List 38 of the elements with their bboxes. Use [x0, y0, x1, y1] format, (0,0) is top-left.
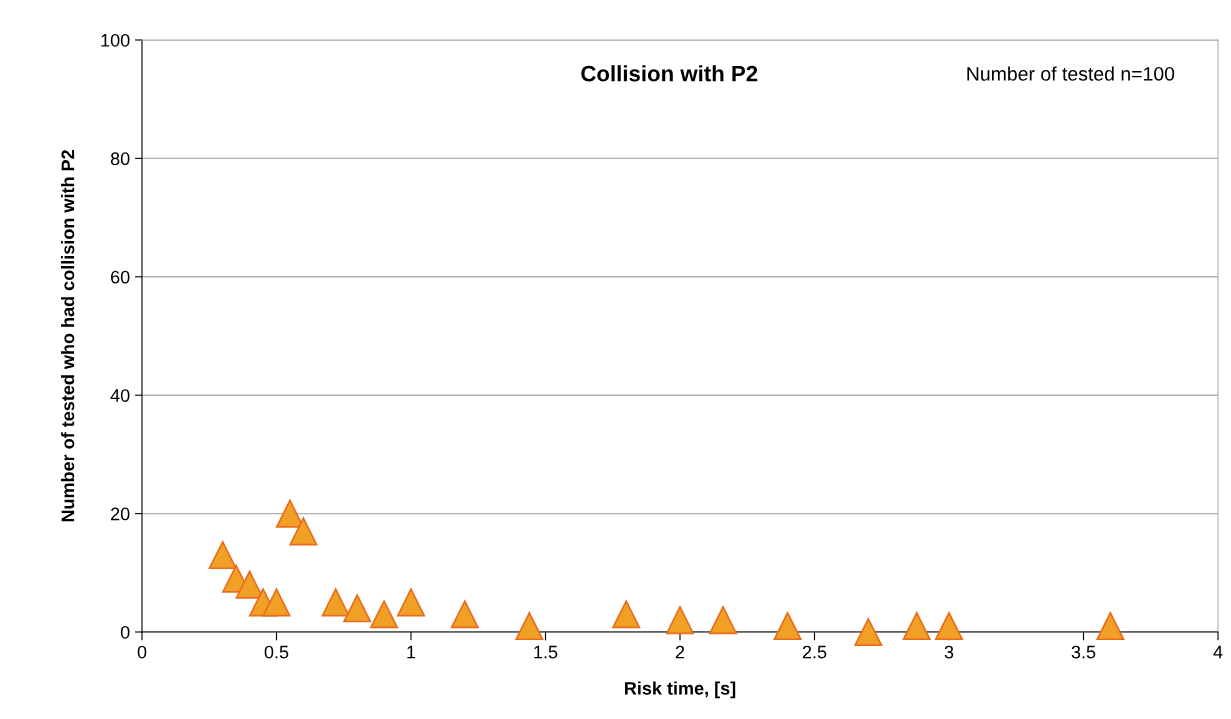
x-tick-label: 3.5 [1071, 645, 1096, 659]
point [235, 570, 264, 599]
x-tick-label: 4 [1213, 645, 1223, 659]
x-axis-title: Risk time, [s] [625, 681, 736, 699]
x-tick-label: 2.5 [802, 645, 827, 659]
y-tick-label: 40 [110, 389, 130, 402]
point [321, 588, 350, 617]
point [275, 499, 304, 528]
y-tick-label: 100 [101, 33, 130, 47]
x-tick-label: 1 [407, 645, 416, 659]
text: Collision with P2 [581, 65, 758, 82]
point [665, 606, 695, 635]
point [934, 612, 964, 641]
point [396, 588, 426, 617]
point [370, 600, 399, 629]
point [902, 612, 931, 641]
point [343, 594, 372, 623]
point [709, 606, 738, 635]
point [450, 600, 479, 629]
x-tick-label: 0.5 [264, 645, 289, 659]
point [262, 588, 291, 617]
x-tick-label: 1.5 [534, 645, 558, 659]
point [612, 600, 641, 629]
x-tick-label: 0 [137, 645, 147, 659]
point [208, 541, 237, 570]
y-tick-label: 20 [111, 507, 130, 521]
x-tick-label: 2 [675, 645, 685, 659]
point [773, 612, 802, 641]
y-tick-label: 80 [110, 152, 130, 166]
y-axis-title: Number of tested who had collision with P2 [61, 150, 75, 522]
x-tick-label: 3 [944, 645, 954, 659]
point [1096, 612, 1125, 641]
y-tick-label: 60 [111, 270, 130, 284]
point [515, 612, 544, 641]
point [289, 517, 318, 546]
y-tick-label: 0 [120, 625, 130, 639]
point [854, 617, 883, 647]
annotation: Number of tested n=100 [967, 66, 1175, 81]
